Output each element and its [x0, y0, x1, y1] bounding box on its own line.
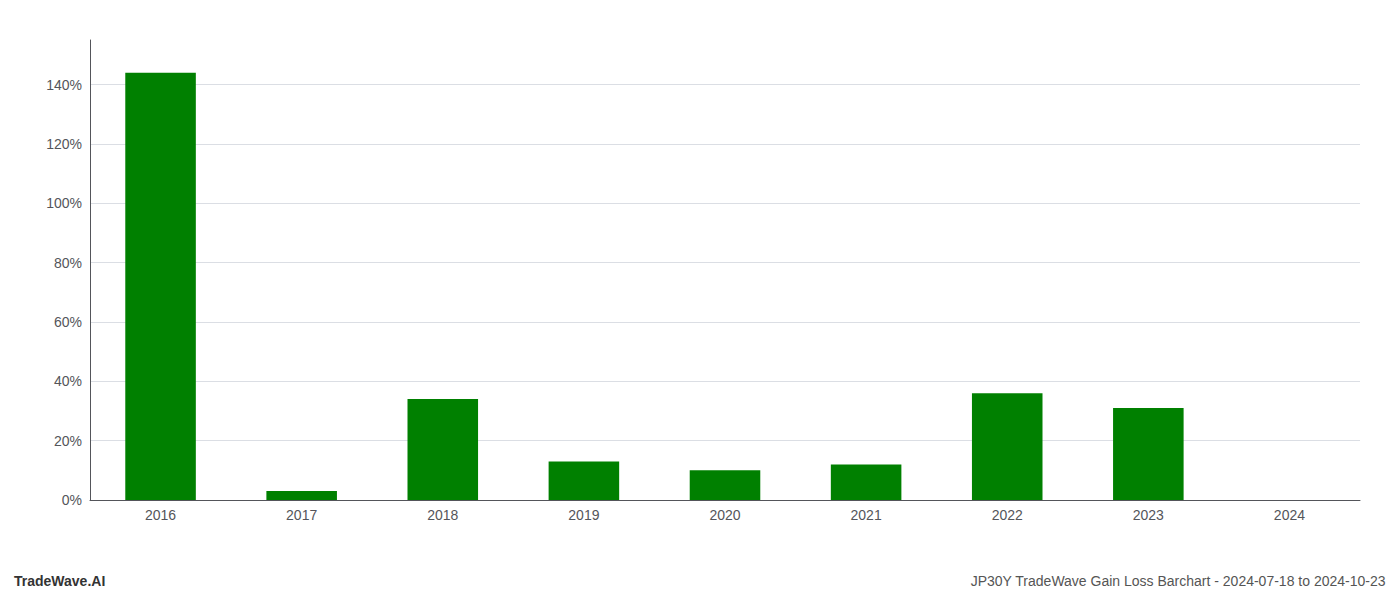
svg-text:60%: 60% — [54, 314, 82, 330]
svg-text:20%: 20% — [54, 433, 82, 449]
svg-text:0%: 0% — [62, 492, 82, 508]
svg-text:100%: 100% — [46, 195, 82, 211]
svg-text:2019: 2019 — [568, 507, 599, 523]
svg-text:TradeWave.AI: TradeWave.AI — [14, 573, 105, 589]
svg-text:2024: 2024 — [1274, 507, 1305, 523]
svg-text:2016: 2016 — [145, 507, 176, 523]
svg-text:2017: 2017 — [286, 507, 317, 523]
svg-text:80%: 80% — [54, 255, 82, 271]
svg-text:120%: 120% — [46, 136, 82, 152]
svg-text:2018: 2018 — [427, 507, 458, 523]
svg-text:140%: 140% — [46, 77, 82, 93]
svg-text:40%: 40% — [54, 373, 82, 389]
svg-text:JP30Y TradeWave Gain Loss Barc: JP30Y TradeWave Gain Loss Barchart - 202… — [971, 573, 1386, 589]
svg-text:2022: 2022 — [992, 507, 1023, 523]
svg-text:2020: 2020 — [709, 507, 740, 523]
svg-text:2021: 2021 — [851, 507, 882, 523]
svg-text:2023: 2023 — [1133, 507, 1164, 523]
